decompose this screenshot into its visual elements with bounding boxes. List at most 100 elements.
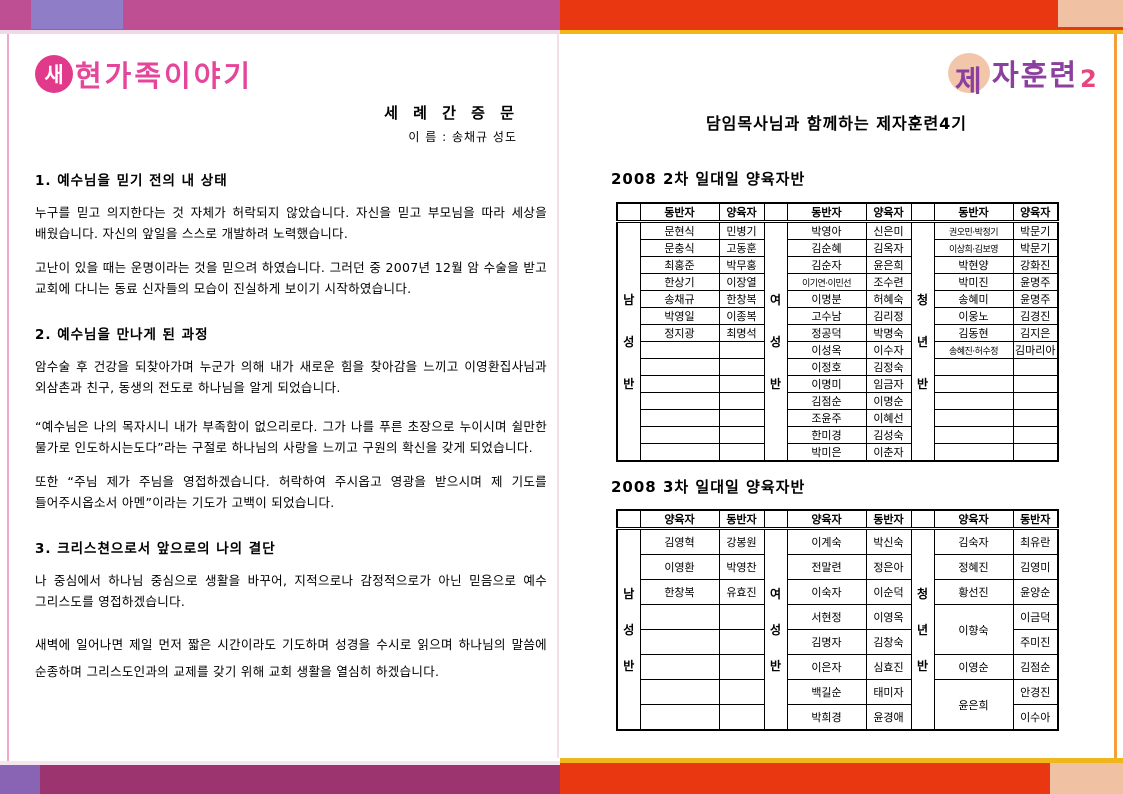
roster-cell: 윤경애 — [865, 704, 912, 731]
bottom-border-right — [560, 763, 1123, 794]
roster-cell: 이성옥 — [786, 341, 867, 359]
document-title: 세 례 간 증 문 — [384, 104, 519, 122]
lavender-corner-block — [31, 0, 123, 29]
roster-cell — [639, 679, 720, 705]
roster-cell: 이수자 — [865, 341, 912, 359]
table2-title: 2008 3차 일대일 양육자반 — [611, 478, 806, 496]
roster-cell: 김경진 — [1012, 307, 1059, 325]
roster-cell — [639, 358, 720, 376]
roster-cell — [933, 443, 1014, 462]
roster-cell: 송혜진·허수정 — [933, 341, 1014, 359]
section-heading-3: 3. 크리스쳔으로서 앞으로의 나의 결단 — [35, 541, 276, 557]
roster-cell: 김영혁 — [639, 528, 720, 555]
logo-text: 현가족이야기 — [75, 59, 254, 93]
roster-cell — [1012, 426, 1059, 444]
paragraph: 새벽에 일어나면 제일 먼저 짧은 시간이라도 기도하며 성경을 수시로 읽으며… — [35, 637, 547, 679]
roster-cell — [639, 375, 720, 393]
roster-cell: 이춘자 — [865, 443, 912, 462]
column-header: 양육자 — [933, 509, 1014, 530]
bottom-border-left — [0, 765, 560, 794]
roster-cell: 강봉원 — [718, 528, 765, 555]
roster-cell — [718, 375, 765, 393]
roster-cell — [639, 341, 720, 359]
roster-cell: 문충식 — [639, 239, 720, 257]
author-name-line: 이 름 : 송채규 성도 — [408, 130, 517, 144]
roster-cell: 김마리아 — [1012, 341, 1059, 359]
roster-cell: 정은아 — [865, 554, 912, 580]
logo-text: 자훈련 — [992, 58, 1079, 92]
roster-cell: 윤명주 — [1012, 290, 1059, 308]
roster-cell — [718, 704, 765, 731]
roster-cell: 김순혜 — [786, 239, 867, 257]
roster-cell: 김점순 — [1012, 654, 1059, 680]
roster-cell: 고수남 — [786, 307, 867, 325]
roster-cell: 윤은희 — [933, 679, 1014, 731]
group-label-header — [763, 202, 788, 223]
roster-cell: 박영찬 — [718, 554, 765, 580]
roster-cell: 김정숙 — [865, 358, 912, 376]
roster-cell: 민병기 — [718, 221, 765, 240]
roster-cell: 이향숙 — [933, 604, 1014, 655]
paragraph: 또한 “주님 제가 주님을 영접하겠습니다. 허락하여 주시옵고 영광을 받으시… — [35, 474, 547, 510]
roster-cell: 허혜숙 — [865, 290, 912, 308]
roster-cell — [718, 604, 765, 630]
roster-cell — [718, 629, 765, 655]
roster-cell — [933, 392, 1014, 410]
roster-cell: 김점순 — [786, 392, 867, 410]
roster-cell: 이명미 — [786, 375, 867, 393]
roster-cell: 윤은희 — [865, 256, 912, 274]
bottom-accent-line-left — [0, 761, 560, 765]
roster-cell: 이정호 — [786, 358, 867, 376]
roster-cell: 한미경 — [786, 426, 867, 444]
roster-cell: 박무홍 — [718, 256, 765, 274]
roster-cell: 한창복 — [639, 579, 720, 605]
roster-cell: 문현식 — [639, 221, 720, 240]
roster-cell — [639, 654, 720, 680]
roster-cell — [933, 375, 1014, 393]
right-edge-line — [1114, 34, 1117, 758]
roster-table: 양육자 동반자 양육자 동반자 양육자 동반자 남 성 반 김영혁 강봉원 여 성 반 이계숙 박신숙 청 년 반 김… — [616, 509, 1059, 731]
roster-cell: 조수련 — [865, 273, 912, 291]
roster-cell — [1012, 443, 1059, 462]
peach-corner-block-top — [1058, 0, 1123, 27]
roster-cell: 김영미 — [1012, 554, 1059, 580]
roster-cell — [718, 409, 765, 427]
purple-corner-block-bottom — [0, 765, 40, 794]
discipleship-logo: 제 자훈련 2 — [948, 50, 1097, 98]
roster-cell — [639, 409, 720, 427]
roster-cell: 이명순 — [865, 392, 912, 410]
roster-cell — [639, 426, 720, 444]
roster-cell: 이장열 — [718, 273, 765, 291]
roster-cell — [639, 392, 720, 410]
column-header: 동반자 — [786, 202, 867, 223]
roster-cell: 이영환 — [639, 554, 720, 580]
table1-title: 2008 2차 일대일 양육자반 — [611, 170, 806, 188]
roster-cell: 한창복 — [718, 290, 765, 308]
roster-cell — [718, 426, 765, 444]
roster-cell: 김리정 — [865, 307, 912, 325]
paragraph: “예수님은 나의 목자시니 내가 부족함이 없으리로다. 그가 나를 푸른 초장… — [35, 419, 547, 455]
roster-cell: 김지은 — [1012, 324, 1059, 342]
roster-cell: 박문기 — [1012, 221, 1059, 240]
roster-cell: 이상희·김보영 — [933, 239, 1014, 257]
top-border-right — [560, 0, 1123, 30]
roster-cell: 박미은 — [786, 443, 867, 462]
roster-cell: 안경진 — [1012, 679, 1059, 705]
paragraph: 고난이 있을 때는 운명이라는 것을 믿으려 하였습니다. 그러던 중 2007… — [35, 260, 547, 296]
roster-cell: 김옥자 — [865, 239, 912, 257]
roster-cell: 박영아 — [786, 221, 867, 240]
roster-cell — [718, 443, 765, 462]
roster-table: 동반자 양육자 동반자 양육자 동반자 양육자 남 성 반 문현식 민병기 여 성 반 박영아 신은미 청 년 반 권… — [616, 202, 1059, 462]
group-label-header — [616, 509, 641, 530]
roster-cell: 이영옥 — [865, 604, 912, 630]
roster-cell: 박명숙 — [865, 324, 912, 342]
roster-cell: 권오민·박정기 — [933, 221, 1014, 240]
roster-cell: 김순자 — [786, 256, 867, 274]
roster-cell: 김숙자 — [933, 528, 1014, 555]
roster-cell: 김창숙 — [865, 629, 912, 655]
roster-cell: 김명자 — [786, 629, 867, 655]
roster-cell: 전말련 — [786, 554, 867, 580]
